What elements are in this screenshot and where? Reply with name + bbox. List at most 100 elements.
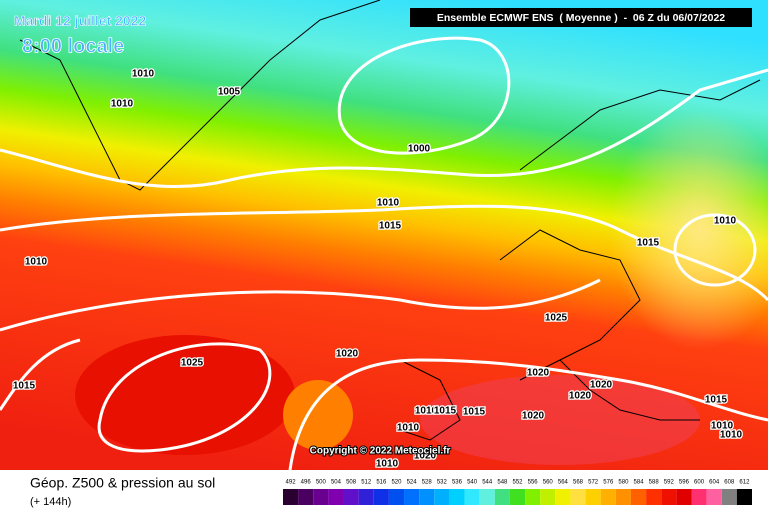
scale-swatch	[646, 489, 662, 505]
isobar-label: 1010	[720, 430, 743, 441]
isobar-label: 1000	[408, 144, 431, 155]
scale-swatch	[494, 489, 510, 505]
isobar-label: 1020	[522, 411, 545, 422]
isobar-label: 1010	[711, 421, 734, 432]
warm-area	[420, 375, 700, 465]
scale-label: 568	[573, 480, 584, 486]
isobar-label: 1020	[569, 391, 592, 402]
isobar-label: 1025	[181, 358, 204, 369]
scale-swatch	[358, 489, 374, 505]
scale-swatch	[343, 489, 359, 505]
scale-swatch	[736, 489, 752, 505]
scale-label: 508	[346, 480, 357, 486]
scale-label: 584	[634, 480, 645, 486]
isobar-label: 1010	[714, 216, 737, 227]
scale-label: 560	[543, 480, 554, 486]
isobar-label: 1015	[13, 381, 36, 392]
high-core	[75, 335, 295, 455]
footer-title: Géop. Z500 & pression au sol	[30, 475, 215, 491]
isobars	[0, 36, 768, 471]
scale-label: 576	[603, 480, 614, 486]
isobar-label: 1010	[132, 69, 155, 80]
scale-label: 528	[422, 480, 433, 486]
scale-label: 504	[331, 480, 342, 486]
scale-label: 512	[361, 480, 372, 486]
scale-label: 572	[588, 480, 599, 486]
isobar-label: 1020	[414, 451, 437, 462]
scale-label: 496	[301, 480, 312, 486]
isobar-label: 1015	[705, 395, 728, 406]
isobar-label: 1010	[111, 99, 134, 110]
scale-swatch	[328, 489, 344, 505]
model-banner	[410, 8, 752, 27]
isobar-label: 1025	[545, 313, 568, 324]
forecast-time: 8:00 locale	[22, 35, 124, 57]
scale-label: 592	[664, 480, 675, 486]
scale-label: 588	[649, 480, 660, 486]
scale-label: 524	[407, 480, 418, 486]
scale-swatch	[434, 489, 450, 505]
isobar-label: 1015	[637, 238, 660, 249]
scale-swatch	[706, 489, 722, 505]
coastlines	[19, 0, 761, 441]
isobar-label: 1020	[527, 368, 550, 379]
scale-label: 580	[618, 480, 629, 486]
scale-swatch	[600, 489, 616, 505]
scale-swatch	[540, 489, 556, 505]
scale-swatch	[721, 489, 737, 505]
scale-swatch	[661, 489, 677, 505]
scale-label: 608	[724, 480, 735, 486]
scale-label: 520	[391, 480, 402, 486]
scale-label: 544	[482, 480, 493, 486]
scale-swatch	[585, 489, 601, 505]
scale-swatch	[479, 489, 495, 505]
scale-label: 552	[512, 480, 523, 486]
scale-swatch	[570, 489, 586, 505]
copyright: Copyright © 2022 Meteociel.fr	[310, 446, 451, 457]
isobar-label: 1015	[434, 406, 457, 417]
isobar-label: 1010	[377, 198, 400, 209]
scale-swatch	[283, 489, 299, 505]
scale-swatch	[404, 489, 420, 505]
isobar-label: 1015	[379, 221, 402, 232]
isobar-label: 1020	[336, 349, 359, 360]
scale-swatch	[419, 489, 435, 505]
scale-swatch	[373, 489, 389, 505]
isobar-label: 1010	[397, 423, 420, 434]
scale-label: 500	[316, 480, 327, 486]
scale-swatch	[388, 489, 405, 505]
isobar-label: 1010	[415, 406, 438, 417]
scale-swatch	[313, 489, 329, 505]
scale-label: 564	[558, 480, 569, 486]
scale-swatch	[464, 489, 480, 505]
scale-swatch	[615, 489, 631, 505]
scale-swatch	[449, 489, 465, 505]
scale-label: 612	[739, 480, 750, 486]
scale-label: 548	[497, 480, 508, 486]
scale-label: 556	[528, 480, 539, 486]
isobar-label: 1005	[218, 87, 241, 98]
warm-core	[283, 380, 353, 450]
scale-label: 516	[376, 480, 387, 486]
scale-swatch	[555, 489, 571, 505]
scale-swatch	[509, 489, 526, 505]
isobar-label: 1015	[463, 407, 486, 418]
scale-label: 540	[467, 480, 478, 486]
forecast-date: Mardi 12 juillet 2022	[14, 13, 146, 29]
scale-label: 536	[452, 480, 463, 486]
isobar-label: 1010	[376, 459, 399, 470]
scale-label: 492	[286, 480, 297, 486]
scale-swatch	[691, 489, 707, 505]
isobar-label: 1010	[25, 257, 48, 268]
scale-label: 532	[437, 480, 448, 486]
scale-swatch	[630, 489, 647, 505]
high-geopotential	[610, 110, 768, 350]
scale-label: 604	[709, 480, 720, 486]
scale-label: 596	[679, 480, 690, 486]
scale-swatch	[525, 489, 541, 505]
isobar-label: 1020	[590, 380, 613, 391]
scale-swatch	[676, 489, 692, 505]
footer-subtitle: (+ 144h)	[30, 496, 71, 508]
scale-label: 600	[694, 480, 705, 486]
